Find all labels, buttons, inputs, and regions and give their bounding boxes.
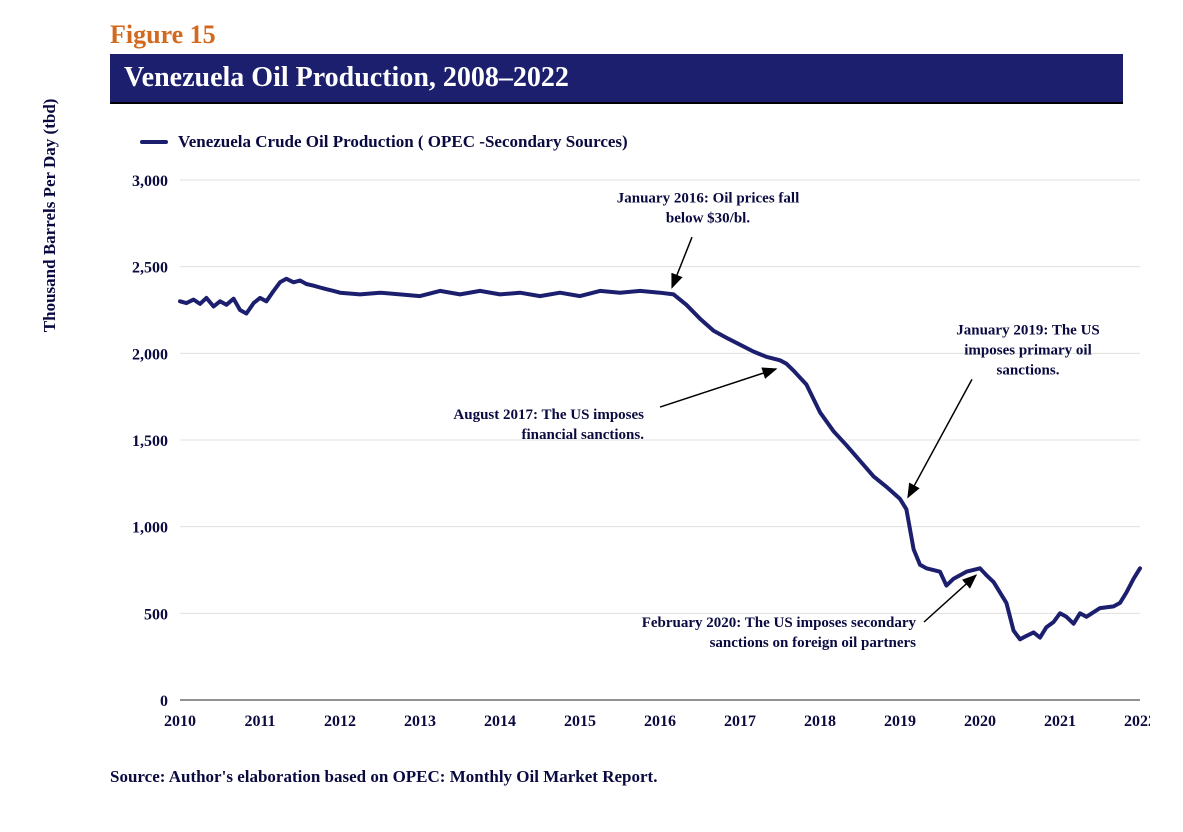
svg-text:August 2017: The US imposes: August 2017: The US imposes [453,407,644,423]
svg-text:sanctions.: sanctions. [997,362,1060,378]
svg-text:500: 500 [144,606,168,623]
svg-text:2010: 2010 [164,713,196,730]
svg-text:imposes primary oil: imposes primary oil [964,342,1092,358]
legend-swatch [140,140,168,144]
svg-text:1,500: 1,500 [132,433,168,450]
svg-text:2014: 2014 [484,713,516,730]
svg-text:1,000: 1,000 [132,520,168,537]
svg-text:2019: 2019 [884,713,916,730]
y-axis-label: Thousand Barrels Per Day (tbd) [40,98,60,332]
svg-text:2015: 2015 [564,713,596,730]
svg-text:2022: 2022 [1124,713,1150,730]
svg-text:January 2019: The US: January 2019: The US [956,322,1100,338]
legend: Venezuela Crude Oil Production ( OPEC -S… [140,132,1123,152]
svg-text:February 2020: The US imposes: February 2020: The US imposes secondary [642,615,917,631]
chart-title-bar: Venezuela Oil Production, 2008–2022 [110,54,1123,104]
svg-text:2,000: 2,000 [132,346,168,363]
svg-text:2017: 2017 [724,713,756,730]
svg-text:financial sanctions.: financial sanctions. [521,427,644,443]
legend-label: Venezuela Crude Oil Production ( OPEC -S… [178,132,628,152]
source-note: Source: Author's elaboration based on OP… [110,767,1143,787]
svg-text:2012: 2012 [324,713,356,730]
chart-container: Venezuela Crude Oil Production ( OPEC -S… [110,132,1123,745]
svg-text:3,000: 3,000 [132,173,168,190]
svg-text:2,500: 2,500 [132,260,168,277]
line-chart: 0 500 1,000 1,500 2,000 2,500 3,000 2010 2011 201… [110,170,1150,740]
svg-text:2020: 2020 [964,713,996,730]
svg-text:0: 0 [160,693,168,710]
svg-text:January 2016: Oil prices fall: January 2016: Oil prices fall [617,191,800,207]
svg-text:2016: 2016 [644,713,676,730]
svg-text:sanctions on foreign oil partn: sanctions on foreign oil partners [710,635,917,651]
svg-text:2021: 2021 [1044,713,1076,730]
svg-text:below $30/bl.: below $30/bl. [666,211,750,227]
svg-text:2011: 2011 [244,713,275,730]
svg-text:2018: 2018 [804,713,836,730]
figure-label: Figure 15 [110,20,1143,50]
svg-text:2013: 2013 [404,713,436,730]
